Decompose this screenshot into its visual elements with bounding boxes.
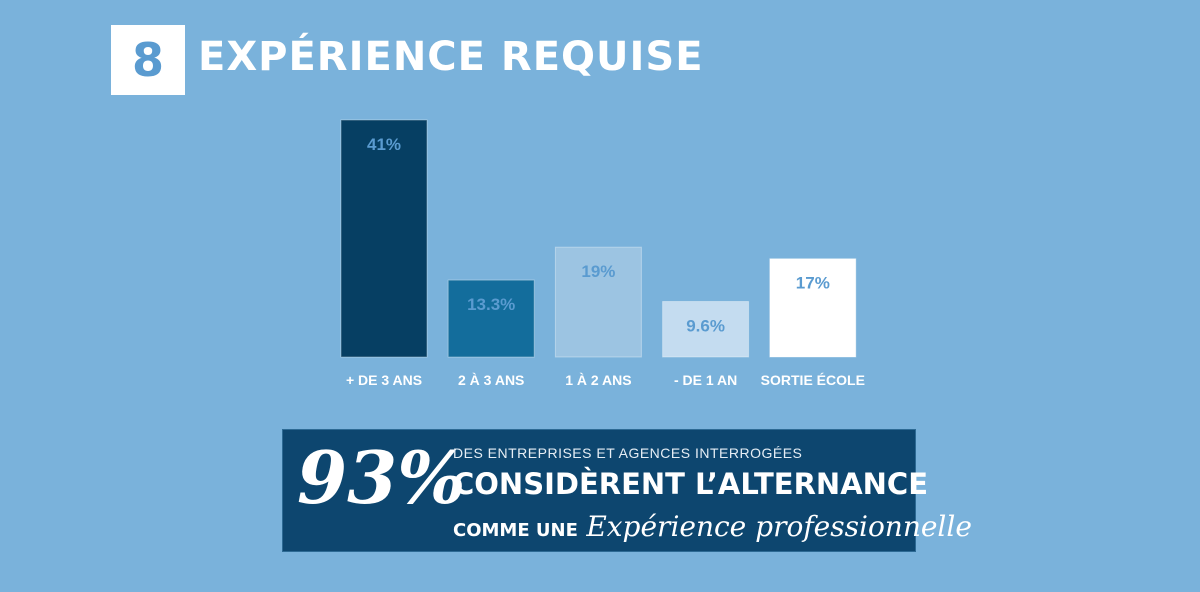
- section-number-badge: 8: [111, 25, 185, 95]
- bar-value-label-3: 9.6%: [686, 317, 725, 336]
- bar-4: [769, 258, 857, 358]
- category-label-4: SORTIE ÉCOLE: [761, 372, 865, 388]
- banner-line-2: CONSIDÈRENT L’ALTERNANCE: [453, 467, 929, 501]
- bar-value-label-2: 19%: [581, 262, 615, 281]
- bar-1: [447, 279, 535, 358]
- category-label-2: 1 À 2 ANS: [565, 372, 631, 388]
- section-number: 8: [131, 33, 164, 87]
- bar-value-label-0: 41%: [367, 135, 401, 154]
- banner-line-1: DES ENTREPRISES ET AGENCES INTERROGÉES: [453, 445, 803, 461]
- banner-line-3-script: Expérience professionnelle: [586, 510, 972, 543]
- category-label-1: 2 À 3 ANS: [458, 372, 524, 388]
- banner-line-3: COMME UNE Expérience professionnelle: [453, 510, 972, 543]
- category-label-0: + DE 3 ANS: [346, 372, 422, 388]
- banner-line-3-lead: COMME UNE: [453, 520, 578, 541]
- bar-chart: 41% + DE 3 ANS 13.3% 2 À 3 ANS 19% 1 À 2 ANS 9…: [340, 119, 865, 388]
- bar-0: [340, 119, 428, 358]
- page-title: EXPÉRIENCE REQUISE: [198, 34, 704, 80]
- category-label-3: - DE 1 AN: [674, 372, 737, 388]
- bar-value-label-1: 13.3%: [467, 295, 515, 314]
- bar-3: [662, 301, 750, 358]
- summary-banner: 93% DES ENTREPRISES ET AGENCES INTERROGÉ…: [282, 429, 972, 552]
- bar-value-label-4: 17%: [796, 274, 830, 293]
- banner-big-percentage: 93%: [297, 435, 466, 520]
- bar-2: [554, 246, 642, 358]
